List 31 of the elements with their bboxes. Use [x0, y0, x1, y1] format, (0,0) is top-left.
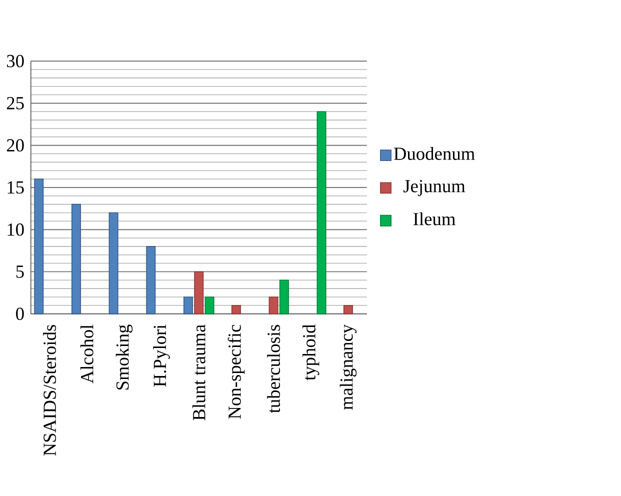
x-tick-label: Blunt trauma	[192, 324, 206, 420]
x-tick-label: NSAIDS/Steroids	[43, 325, 56, 456]
y-tick-label: 20	[6, 139, 24, 152]
y-tick-label: 5	[16, 266, 24, 278]
x-tick-label: Smoking	[116, 324, 133, 390]
legend-label: Ileum	[414, 212, 456, 226]
bar	[204, 296, 214, 314]
x-tick-label: Alcohol	[80, 324, 94, 384]
x-tick-label: Non-specific	[228, 324, 245, 419]
bar	[108, 212, 118, 314]
bar	[183, 296, 193, 314]
x-tick-label: typhoid	[302, 324, 320, 380]
y-tick-label: 25	[6, 97, 24, 110]
x-tick-label: tuberculosis	[267, 325, 280, 414]
bar	[34, 178, 44, 314]
x-tick-label: H.Pylori	[153, 324, 170, 387]
legend-label: Duodenum	[394, 147, 475, 160]
bar	[316, 111, 326, 314]
legend-label: Jejunum	[403, 180, 466, 196]
bar	[268, 296, 278, 314]
y-tick-label: 10	[8, 223, 24, 236]
y-tick-label: 15	[8, 181, 24, 194]
bar	[194, 271, 204, 314]
bar	[343, 305, 353, 314]
bar	[231, 305, 241, 314]
bar	[71, 204, 81, 314]
x-tick-label: malignancy	[340, 324, 357, 410]
y-tick-label: 30	[7, 54, 24, 68]
bar	[146, 246, 156, 314]
y-tick-label: 0	[16, 308, 24, 320]
bar	[279, 280, 289, 314]
